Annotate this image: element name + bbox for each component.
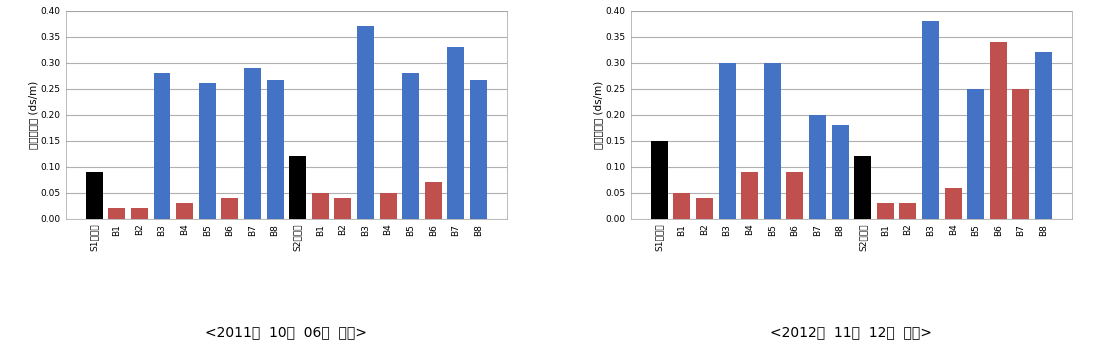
Bar [741, 172, 758, 219]
Bar [131, 208, 148, 219]
Bar [357, 26, 374, 219]
Bar [944, 187, 962, 219]
Bar [289, 156, 306, 219]
Text: <2012년  11월  12일  측정>: <2012년 11월 12일 측정> [770, 325, 932, 339]
Bar [403, 73, 419, 219]
Bar [831, 125, 849, 219]
Bar [787, 172, 803, 219]
Bar [808, 115, 826, 219]
Bar [651, 141, 667, 219]
Bar [470, 80, 487, 219]
Bar [267, 80, 283, 219]
Bar [1035, 52, 1052, 219]
Bar [85, 172, 103, 219]
Bar [153, 73, 171, 219]
Bar [380, 193, 397, 219]
Bar [719, 63, 735, 219]
Bar [990, 42, 1006, 219]
Y-axis label: 전기전도도 (ds/m): 전기전도도 (ds/m) [27, 80, 38, 149]
Bar [176, 203, 194, 219]
Y-axis label: 전기전도도 (ds/m): 전기전도도 (ds/m) [593, 80, 603, 149]
Bar [967, 89, 985, 219]
Bar [199, 84, 216, 219]
Bar [108, 208, 126, 219]
Bar [854, 156, 871, 219]
Bar [1012, 89, 1029, 219]
Bar [312, 193, 329, 219]
Bar [673, 193, 690, 219]
Bar [899, 203, 917, 219]
Bar [221, 198, 238, 219]
Bar [447, 47, 465, 219]
Bar [424, 183, 442, 219]
Bar [922, 21, 939, 219]
Bar [764, 63, 781, 219]
Bar [876, 203, 894, 219]
Bar [696, 198, 713, 219]
Bar [335, 198, 351, 219]
Text: <2011년  10월  06일  측정>: <2011년 10월 06일 측정> [206, 325, 368, 339]
Bar [244, 68, 261, 219]
